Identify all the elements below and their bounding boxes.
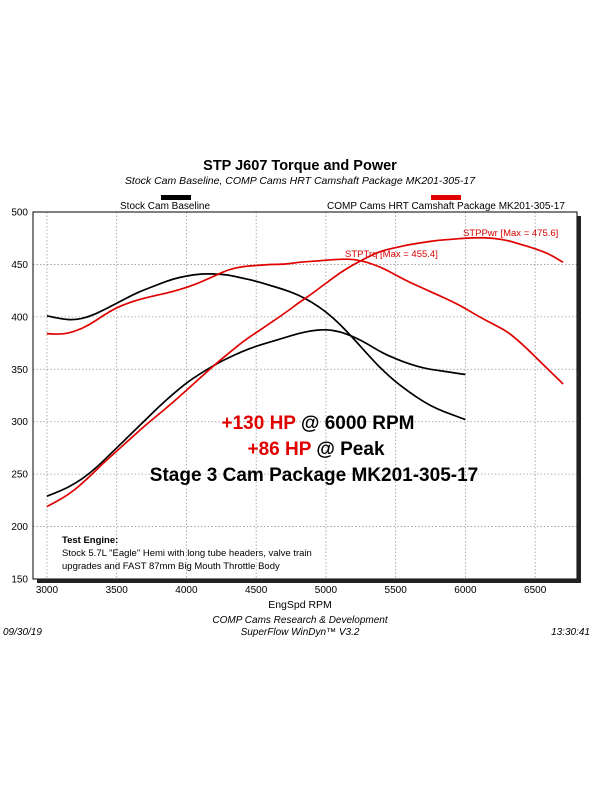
plot-shadow-right [577, 216, 581, 583]
stp-pwr-label: STPPwr [Max = 475.6] [463, 228, 558, 239]
footer-time: 13:30:41 [551, 627, 590, 638]
test-engine-line2: upgrades and FAST 87mm Big Mouth Throttl… [62, 561, 280, 572]
annotation-hp-peak-value: +86 HP [247, 439, 312, 460]
y-tick-label: 450 [11, 260, 28, 271]
annotation-hp-peak: +86 HP @ Peak [16, 439, 600, 461]
y-tick-label: 150 [11, 575, 28, 586]
x-tick-label: 6500 [524, 585, 547, 596]
y-tick-label: 200 [11, 522, 28, 533]
annotation-hp-6000: +130 HP @ 6000 RPM [18, 413, 600, 435]
test-engine-note: Test Engine: Stock 5.7L "Eagle" Hemi wit… [62, 534, 332, 573]
test-engine-heading: Test Engine: [62, 535, 119, 546]
plot-frame [32, 211, 578, 580]
test-engine-line1: Stock 5.7L "Eagle" Hemi with long tube h… [62, 548, 312, 559]
annotation-package: Stage 3 Cam Package MK201-305-17 [149, 465, 479, 486]
legend-stock-label: Stock Cam Baseline [120, 201, 211, 212]
x-tick-label: 3500 [106, 585, 129, 596]
y-tick-label: 250 [11, 470, 28, 481]
stock-torque-line [46, 273, 466, 421]
legend-stock-swatch [161, 195, 191, 200]
plot-shadow-bottom [37, 579, 581, 583]
axes: 150 200 250 300 350 400 450 500 3000 3500 4000 4500… [11, 208, 581, 596]
footer-software: SuperFlow WinDyn™ V3.2 [240, 627, 360, 638]
legend-comp-label: COMP Cams HRT Camshaft Package MK201-305… [327, 201, 565, 212]
y-tick-label: 500 [11, 208, 28, 219]
x-tick-label: 6000 [454, 585, 477, 596]
series-labels: STPTrq [Max = 455.4] STPPwr [Max = 475.6… [345, 228, 558, 260]
x-tick-label: 3000 [36, 585, 59, 596]
comp-power-line [46, 236, 564, 508]
chart-title: STP J607 Torque and Power [203, 158, 397, 174]
y-tick-label: 400 [11, 312, 28, 323]
x-tick-label: 5000 [315, 585, 338, 596]
x-tick-label: 4000 [175, 585, 198, 596]
footer-date: 09/30/19 [3, 627, 42, 638]
y-tick-label: 350 [11, 365, 28, 376]
x-tick-label: 5500 [385, 585, 408, 596]
stock-power-line [46, 328, 466, 497]
annotation-hp-6000-text: @ 6000 RPM [300, 413, 415, 434]
chart-subtitle: Stock Cam Baseline, COMP Cams HRT Camsha… [124, 175, 476, 187]
annotation-hp-peak-text: @ Peak [316, 439, 385, 460]
y-tick-label: 300 [11, 417, 28, 428]
footer-company: COMP Cams Research & Development [212, 615, 388, 626]
comp-torque-line [46, 258, 564, 385]
x-axis-label: EngSpd RPM [268, 599, 332, 611]
grid [33, 212, 577, 579]
stp-trq-label: STPTrq [Max = 455.4] [345, 249, 438, 260]
series-lines [46, 236, 564, 508]
x-tick-label: 4500 [245, 585, 268, 596]
annotation-hp-6000-value: +130 HP [221, 413, 296, 434]
legend-comp-swatch [431, 195, 461, 200]
